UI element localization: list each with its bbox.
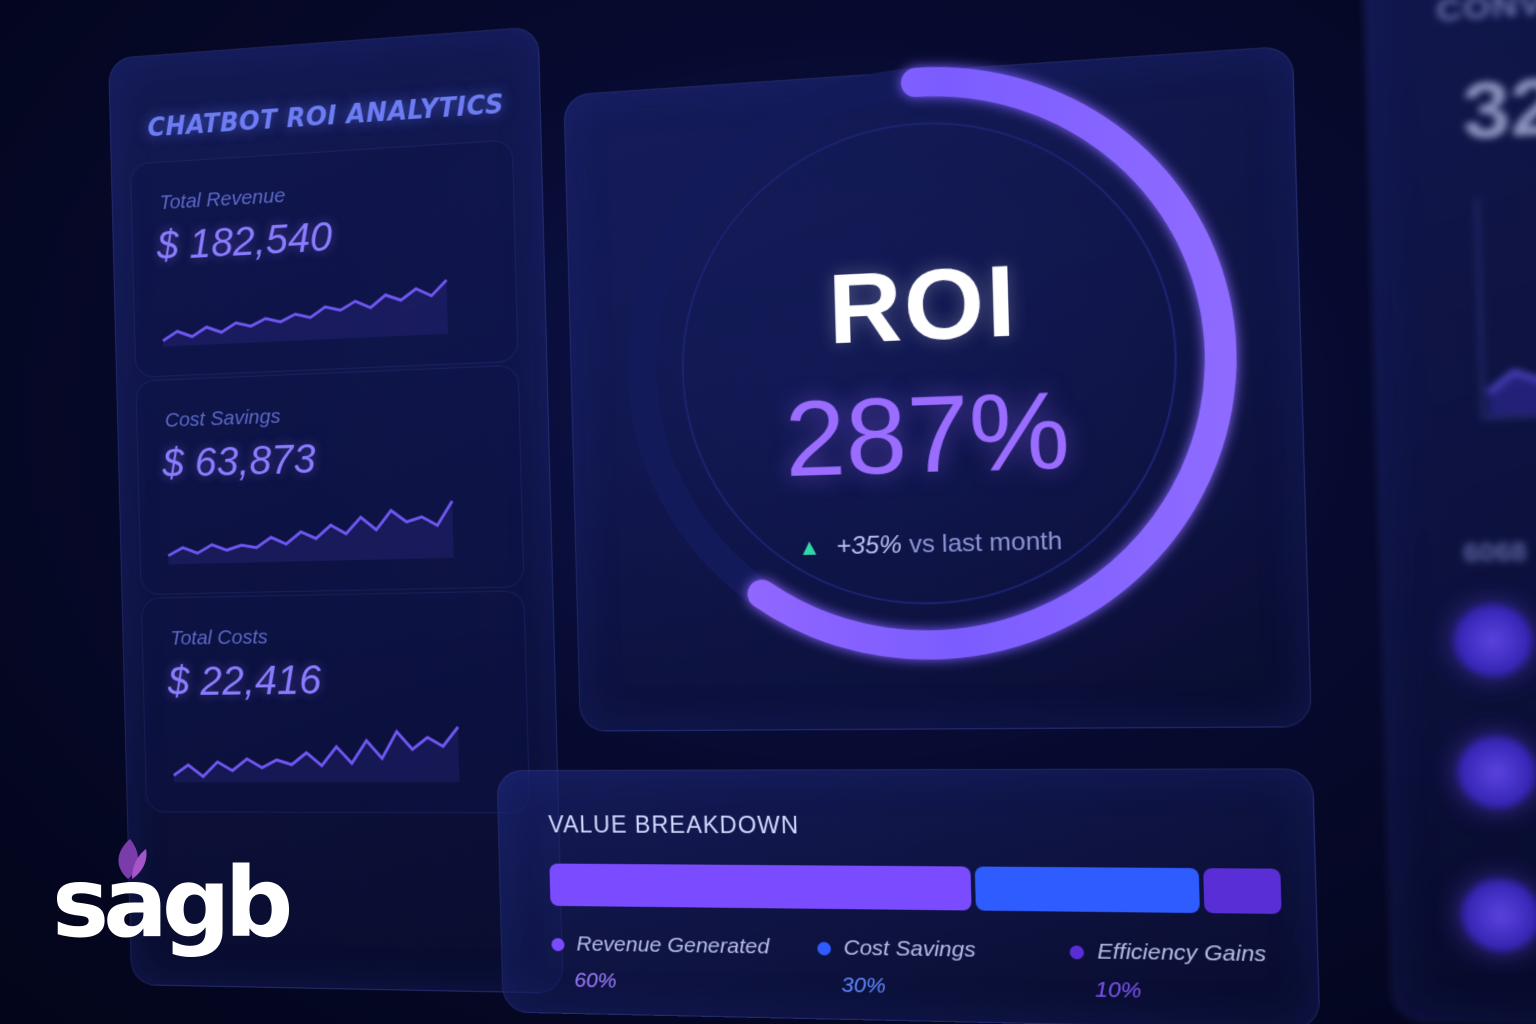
value-breakdown-panel: VALUE BREAKDOWN Revenue Generated 60% Co…: [496, 768, 1321, 1024]
legend-efficiency-gains[interactable]: Efficiency Gains 10%: [1069, 939, 1267, 1006]
avatar: [1460, 878, 1536, 953]
legend-revenue-generated[interactable]: Revenue Generated 60%: [551, 932, 771, 997]
legend-dot: [817, 941, 832, 955]
roi-panel[interactable]: ROI 287% ▲ +35% vs last month: [563, 45, 1312, 732]
segment-revenue-generated[interactable]: [549, 863, 972, 911]
sparkline-area: [167, 501, 454, 565]
legend-dot: [551, 937, 565, 951]
dashboard-board: CHATBOT ROI ANALYTICS Total Revenue $ 18…: [54, 0, 1536, 1024]
metric-card-cost-savings[interactable]: Cost Savings $ 63,873: [135, 364, 525, 595]
metrics-panel: CHATBOT ROI ANALYTICS Total Revenue $ 18…: [108, 26, 564, 994]
sparkline-area: [161, 280, 448, 347]
roi-trend-delta: +35%: [835, 530, 903, 561]
dashboard-title: CHATBOT ROI ANALYTICS: [147, 89, 505, 144]
metric-card-revenue[interactable]: Total Revenue $ 182,540: [130, 139, 519, 378]
chart-area: [1485, 262, 1536, 416]
brand-logo: sagb: [52, 839, 293, 959]
metric-value: $ 63,873: [161, 435, 317, 487]
metric-label: Total Costs: [170, 625, 268, 650]
metric-label: Total Revenue: [159, 184, 286, 215]
legend-dot: [1069, 944, 1085, 959]
cost-savings-sparkline: [158, 487, 484, 565]
list-item[interactable]: [1452, 599, 1536, 693]
conversations-subtitle: 6068: [1462, 537, 1528, 569]
chart-y-axis: [1477, 199, 1483, 418]
segment-cost-savings[interactable]: [974, 866, 1201, 914]
metric-value: $ 22,416: [167, 656, 322, 704]
revenue-sparkline: [152, 263, 477, 357]
leaf-icon: [118, 839, 147, 879]
total-costs-sparkline: [163, 712, 489, 792]
avatar: [1452, 603, 1534, 678]
legend-name: Revenue Generated: [576, 932, 770, 959]
legend-cost-savings[interactable]: Cost Savings 30%: [817, 936, 977, 1001]
conversations-value: 32,8: [1461, 58, 1536, 157]
avatar: [1456, 735, 1536, 809]
conversations-panel: CONVERSA 32,8 6068: [1363, 0, 1536, 1024]
legend-percent: 60%: [574, 968, 617, 993]
list-item[interactable]: [1460, 878, 1536, 972]
legend-name: Cost Savings: [843, 935, 976, 962]
breakdown-stacked-bar: [549, 863, 1282, 914]
legend-percent: 30%: [841, 973, 887, 998]
metric-label: Cost Savings: [164, 405, 281, 432]
metric-card-total-costs[interactable]: Total Costs $ 22,416: [140, 590, 531, 814]
segment-efficiency-gains[interactable]: [1203, 868, 1282, 914]
conversations-chart: [1465, 185, 1536, 429]
brand-logo-text: sagb: [52, 847, 293, 959]
breakdown-title: VALUE BREAKDOWN: [548, 811, 800, 839]
sparkline-area: [172, 727, 460, 783]
conversations-title: CONVERSA: [1435, 0, 1536, 30]
chart-line: [1485, 263, 1536, 393]
roi-trend-text: vs last month: [908, 526, 1063, 559]
legend-name: Efficiency Gains: [1096, 939, 1267, 967]
list-item[interactable]: [1456, 734, 1536, 824]
metric-value: $ 182,540: [156, 212, 333, 269]
arrow-up-icon: ▲: [797, 533, 822, 561]
legend-percent: 10%: [1094, 977, 1142, 1003]
